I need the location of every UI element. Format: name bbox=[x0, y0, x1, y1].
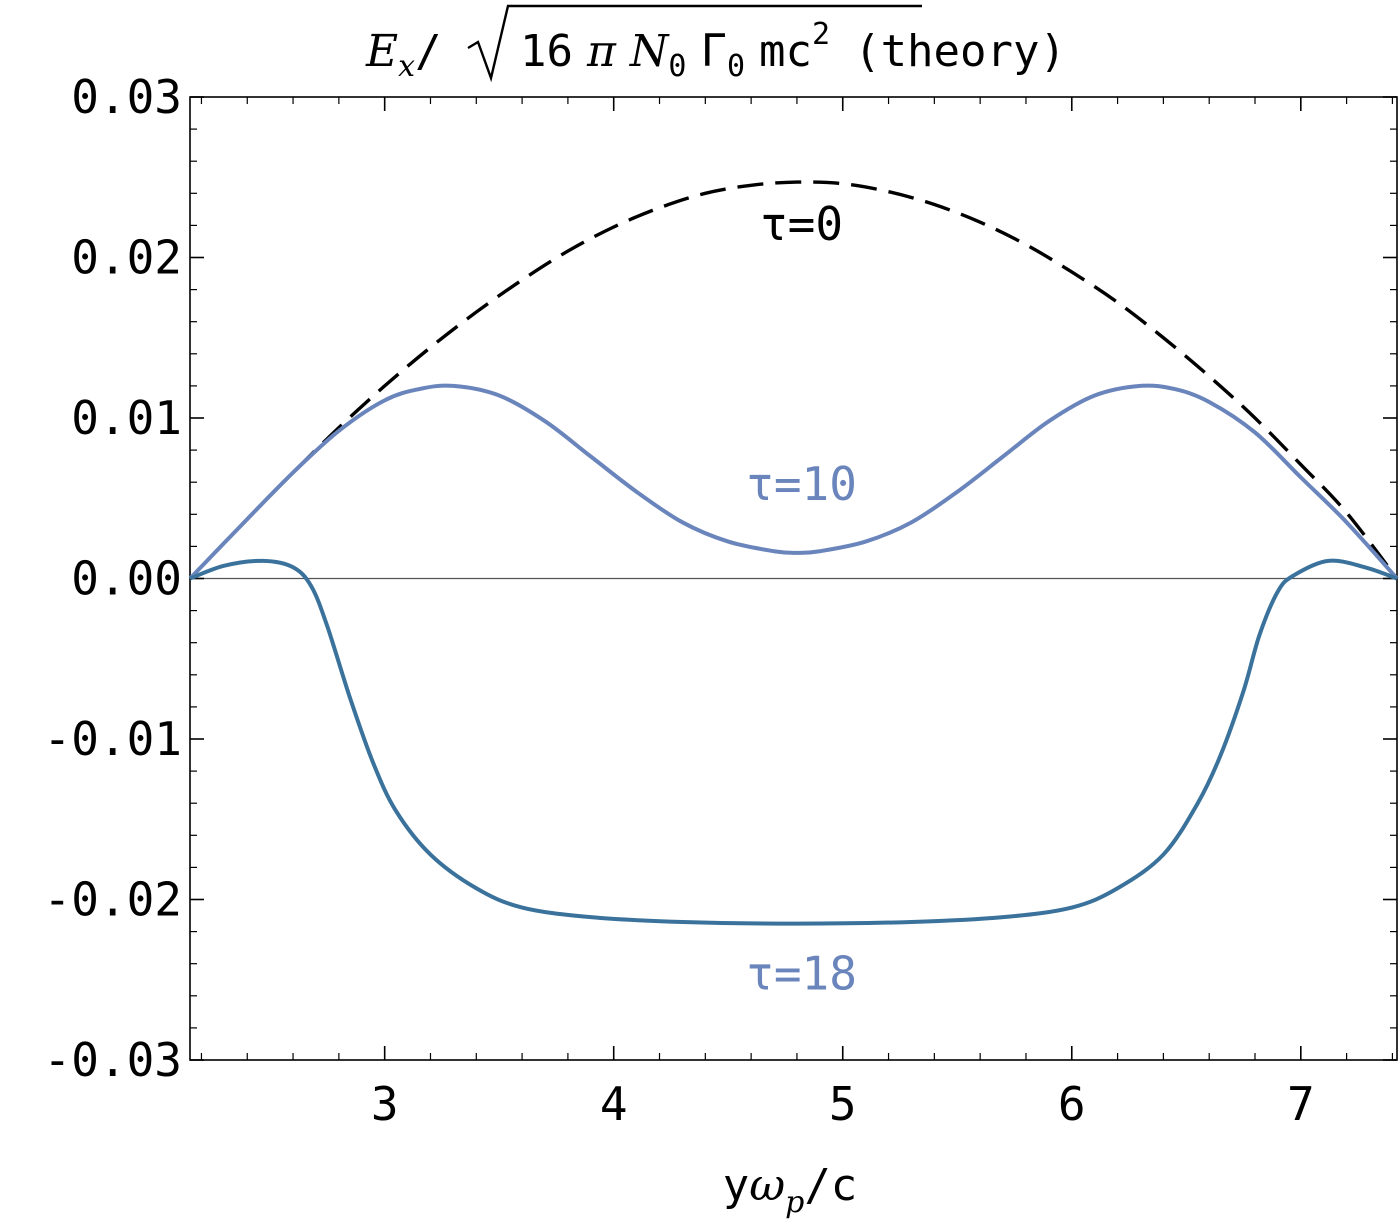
title-radicand-number: 16 bbox=[520, 26, 573, 77]
x-tick-label: 5 bbox=[829, 1077, 857, 1131]
title-radicand-mc: mc bbox=[759, 26, 812, 77]
title-sqrt-sign bbox=[467, 4, 922, 83]
curve-label-1: τ=10 bbox=[746, 457, 857, 511]
series-line-2 bbox=[189, 558, 1398, 926]
y-tick-label: -0.02 bbox=[44, 873, 182, 927]
x-tick-label: 6 bbox=[1058, 1077, 1086, 1131]
title-radicand-exp: 2 bbox=[812, 17, 830, 52]
x-axis-title-omega-sub: p bbox=[785, 1185, 804, 1220]
title-suffix: (theory) bbox=[854, 26, 1066, 77]
x-axis-title-y: y bbox=[723, 1160, 750, 1211]
x-axis-title-rest: /c bbox=[804, 1160, 857, 1211]
title-radicand-n-sub: 0 bbox=[668, 49, 686, 84]
curve-label-0: τ=0 bbox=[760, 197, 843, 251]
y-tick-label: -0.03 bbox=[44, 1033, 182, 1087]
x-axis-title: yωp/c bbox=[723, 1160, 858, 1220]
title-slash: / bbox=[415, 26, 442, 77]
svg-text:Ex/: Ex/ bbox=[365, 26, 442, 84]
series-line-1 bbox=[188, 383, 1399, 580]
series-line-0 bbox=[188, 180, 1399, 580]
chart-title: Ex/ 16 π N0 Γ0 mc2 (theory) bbox=[365, 4, 1066, 84]
title-radicand-pi: π bbox=[586, 26, 617, 77]
y-tick-label: -0.01 bbox=[44, 712, 182, 766]
y-tick-label: 0.00 bbox=[71, 552, 182, 606]
y-tick-label: 0.01 bbox=[71, 391, 182, 445]
y-tick-label: 0.02 bbox=[71, 231, 182, 285]
x-tick-label: 7 bbox=[1287, 1077, 1315, 1131]
y-tick-label: 0.03 bbox=[71, 70, 182, 124]
title-radicand-gamma-sub: 0 bbox=[727, 49, 745, 84]
curve-label-2: τ=18 bbox=[746, 946, 857, 1000]
title-radicand-gamma: Γ bbox=[700, 26, 727, 77]
title-prefix: E bbox=[365, 26, 398, 77]
title-prefix-sub: x bbox=[398, 49, 415, 84]
title-radicand-n: N bbox=[629, 26, 670, 77]
x-tick-label: 4 bbox=[600, 1077, 628, 1131]
x-axis-title-omega: ω bbox=[749, 1160, 785, 1211]
x-tick-label: 3 bbox=[371, 1077, 399, 1131]
